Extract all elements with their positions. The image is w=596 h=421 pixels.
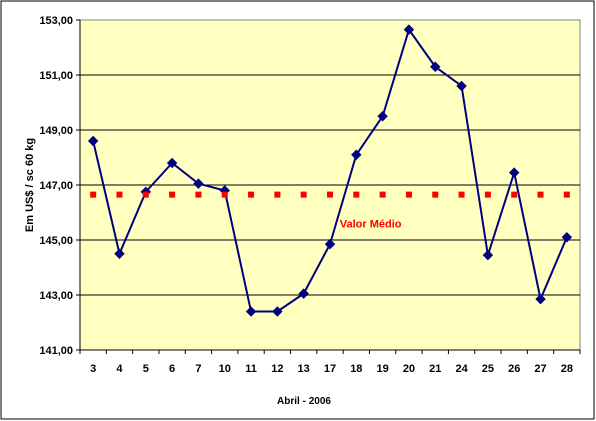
price-point: [298, 288, 309, 299]
x-axis-title: Abril - 2006: [277, 396, 331, 407]
average-point: [116, 191, 123, 198]
y-axis-title: Em US$ / sc 60 kg: [24, 138, 36, 232]
average-point: [511, 191, 518, 198]
average-series: [90, 191, 570, 198]
x-tick-label: 24: [455, 363, 468, 375]
price-point: [535, 293, 546, 305]
price-point: [324, 238, 336, 250]
price-point: [272, 306, 283, 317]
x-tick-label: 20: [403, 363, 415, 375]
average-annotation: Valor Médio: [340, 219, 402, 231]
price-point: [166, 157, 178, 169]
x-tick-label: 26: [508, 363, 520, 375]
average-point: [379, 191, 386, 198]
y-tick-label: 153,00: [39, 15, 73, 27]
x-tick-label: 6: [169, 363, 175, 375]
x-tick-label: 3: [90, 363, 96, 375]
x-tick-label: 7: [195, 363, 201, 375]
price-point: [377, 111, 388, 122]
average-point: [405, 191, 412, 198]
x-tick-label: 17: [324, 363, 336, 375]
average-point: [458, 191, 465, 198]
x-tick-label: 28: [561, 363, 573, 375]
x-tick-label: 11: [245, 363, 257, 375]
series-layer: [87, 24, 573, 317]
average-point: [274, 191, 281, 198]
average-point: [90, 191, 97, 198]
y-tick-label: 149,00: [39, 125, 73, 137]
y-tick-label: 145,00: [39, 235, 73, 247]
y-tick-label: 141,00: [39, 345, 73, 357]
average-point: [484, 191, 491, 198]
average-point: [300, 191, 307, 198]
price-point: [87, 135, 99, 147]
price-point: [245, 306, 257, 317]
average-point: [169, 191, 176, 198]
x-tick-label: 5: [143, 363, 149, 375]
average-point: [537, 191, 544, 198]
y-tick-label: 147,00: [39, 180, 73, 192]
average-point: [248, 191, 255, 198]
x-tick-label: 21: [429, 363, 441, 375]
x-tick-label: 27: [534, 363, 546, 375]
average-point: [563, 191, 570, 198]
price-point: [403, 24, 415, 35]
annotation-layer: Valor Médio: [340, 219, 402, 231]
price-point: [482, 249, 494, 261]
x-tick-label: 19: [377, 363, 389, 375]
x-tick-label: 18: [350, 363, 362, 375]
price-point: [351, 149, 362, 160]
y-tick-label: 143,00: [39, 290, 73, 302]
x-tick-label: 13: [298, 363, 310, 375]
x-tick-label: 4: [116, 363, 123, 375]
y-axis-ticks: 141,00 143,00 145,00 147,00 149,00 151,00 153,…: [39, 15, 81, 357]
price-point: [456, 80, 467, 92]
price-point: [114, 248, 125, 259]
price-point: [561, 232, 573, 243]
x-tick-label: 10: [219, 363, 231, 375]
average-point: [221, 191, 228, 198]
price-series: [87, 24, 573, 317]
average-point: [353, 191, 360, 198]
x-tick-label: 25: [482, 363, 494, 375]
y-tick-label: 151,00: [39, 70, 73, 82]
price-point: [430, 61, 441, 72]
average-point: [327, 191, 333, 198]
x-tick-label: 12: [271, 363, 283, 375]
average-point: [195, 191, 202, 198]
average-point: [432, 191, 439, 198]
x-axis-ticks: 3 4 5 6 7 10 11 12 13 17 18 19 20 21 24 25 26 27 28: [79, 349, 581, 375]
average-point: [142, 191, 149, 198]
price-point: [193, 178, 204, 189]
price-point: [509, 167, 520, 178]
